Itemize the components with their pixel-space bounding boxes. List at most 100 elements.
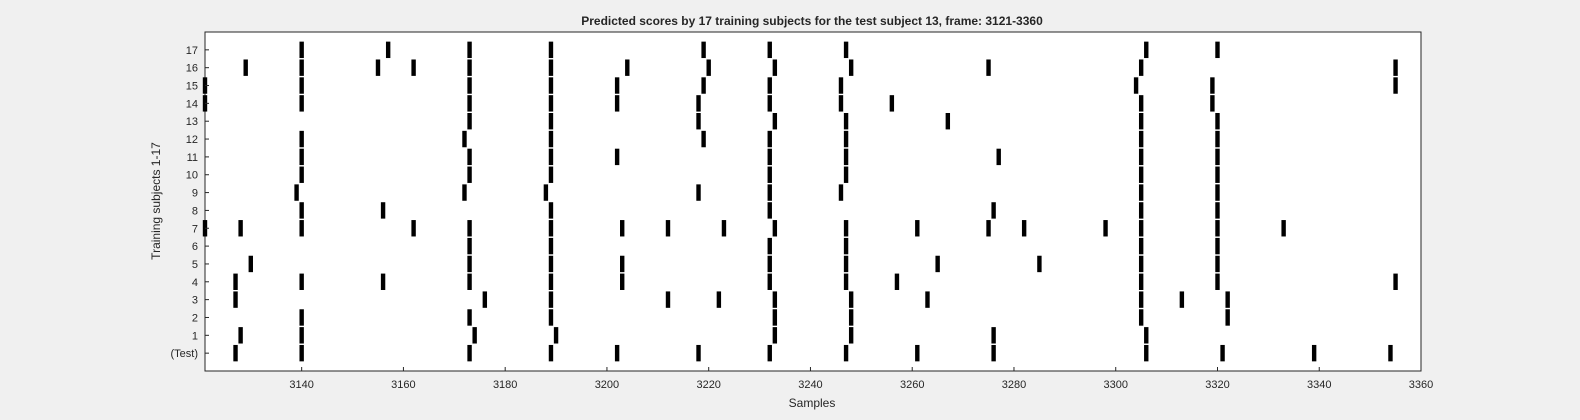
event-mark — [467, 41, 472, 59]
event-mark — [467, 255, 472, 273]
y-tick-label: 3 — [192, 295, 198, 307]
event-mark — [991, 344, 996, 362]
event-mark — [696, 113, 701, 130]
event-mark — [1215, 220, 1220, 237]
event-mark — [843, 255, 849, 273]
event-mark — [299, 130, 304, 148]
y-tick-label: 15 — [186, 81, 198, 93]
event-mark — [1225, 291, 1230, 308]
y-tick-label: 12 — [186, 134, 198, 146]
event-mark — [1138, 184, 1144, 201]
event-mark — [467, 77, 472, 94]
event-mark — [548, 166, 554, 183]
x-tick-label: 3260 — [900, 379, 924, 391]
event-mark — [1215, 130, 1220, 148]
y-tick-label: 9 — [192, 188, 198, 200]
event-mark — [1138, 130, 1144, 148]
y-tick-label: 1 — [192, 330, 198, 342]
event-mark — [548, 291, 554, 308]
event-mark — [548, 59, 554, 76]
event-mark — [243, 59, 248, 76]
event-mark — [1138, 166, 1144, 183]
event-mark — [767, 148, 772, 166]
event-mark — [991, 202, 996, 219]
x-tick-label: 3220 — [696, 379, 720, 391]
event-mark — [915, 344, 920, 362]
x-tick-label: 3280 — [1002, 379, 1026, 391]
event-mark — [375, 59, 381, 76]
event-mark — [843, 220, 849, 237]
event-mark — [462, 130, 467, 148]
event-mark — [1138, 95, 1144, 112]
x-axis-ticks: 3140 3160 3180 3200 3220 3240 3260 3280 3300 3320… — [289, 367, 1433, 391]
event-mark — [767, 95, 772, 112]
event-mark — [696, 184, 701, 201]
event-mark — [548, 255, 554, 273]
event-mark — [701, 77, 706, 94]
event-mark — [233, 273, 238, 290]
event-mark — [1215, 255, 1220, 273]
event-mark — [380, 202, 386, 219]
event-mark — [894, 273, 900, 290]
event-mark — [1215, 166, 1220, 183]
event-mark — [767, 202, 772, 219]
event-mark — [299, 273, 304, 290]
event-mark — [1037, 255, 1042, 273]
y-tick-label: 11 — [187, 152, 198, 164]
event-mark — [299, 309, 304, 326]
event-mark — [294, 184, 299, 201]
event-mark — [548, 237, 554, 255]
event-mark — [548, 220, 554, 237]
event-mark — [1144, 327, 1149, 344]
event-mark — [767, 273, 772, 290]
event-mark — [848, 327, 854, 344]
x-tick-label: 3300 — [1103, 379, 1127, 391]
event-mark — [996, 148, 1001, 166]
event-mark — [1225, 309, 1230, 326]
x-tick-label: 3140 — [289, 379, 313, 391]
event-mark — [843, 237, 849, 255]
event-mark — [767, 166, 772, 183]
event-mark — [548, 113, 554, 130]
plot-area — [204, 31, 1422, 372]
x-tick-label: 3360 — [1409, 379, 1433, 391]
event-mark — [467, 95, 472, 112]
y-tick-label: 5 — [192, 259, 198, 271]
event-mark — [767, 237, 772, 255]
event-mark — [889, 95, 895, 112]
event-mark — [620, 255, 625, 273]
event-mark — [1393, 59, 1398, 76]
event-mark — [1138, 202, 1144, 219]
event-mark — [665, 291, 671, 308]
event-mark — [1138, 291, 1144, 308]
event-mark — [843, 273, 849, 290]
event-mark — [843, 148, 849, 166]
y-tick-label: (Test) — [171, 348, 199, 360]
event-mark — [620, 220, 625, 237]
event-mark — [299, 95, 304, 112]
event-mark — [701, 130, 706, 148]
event-mark — [238, 327, 243, 344]
event-mark — [706, 59, 711, 76]
event-mark — [467, 148, 472, 166]
event-mark — [767, 41, 772, 59]
event-mark — [772, 291, 778, 308]
chart-title: Predicted scores by 17 training subjects… — [581, 14, 1043, 28]
event-mark — [620, 273, 625, 290]
event-mark — [553, 327, 559, 344]
x-tick-label: 3200 — [595, 379, 619, 391]
event-mark — [299, 202, 304, 219]
event-mark — [915, 220, 920, 237]
event-mark — [548, 95, 554, 112]
event-mark — [935, 255, 940, 273]
event-mark — [1138, 220, 1144, 237]
event-mark — [462, 184, 467, 201]
event-mark — [721, 220, 727, 237]
event-mark — [299, 166, 304, 183]
event-mark — [238, 220, 243, 237]
y-tick-label: 17 — [186, 45, 198, 57]
event-mark — [772, 113, 778, 130]
event-mark — [1215, 237, 1220, 255]
